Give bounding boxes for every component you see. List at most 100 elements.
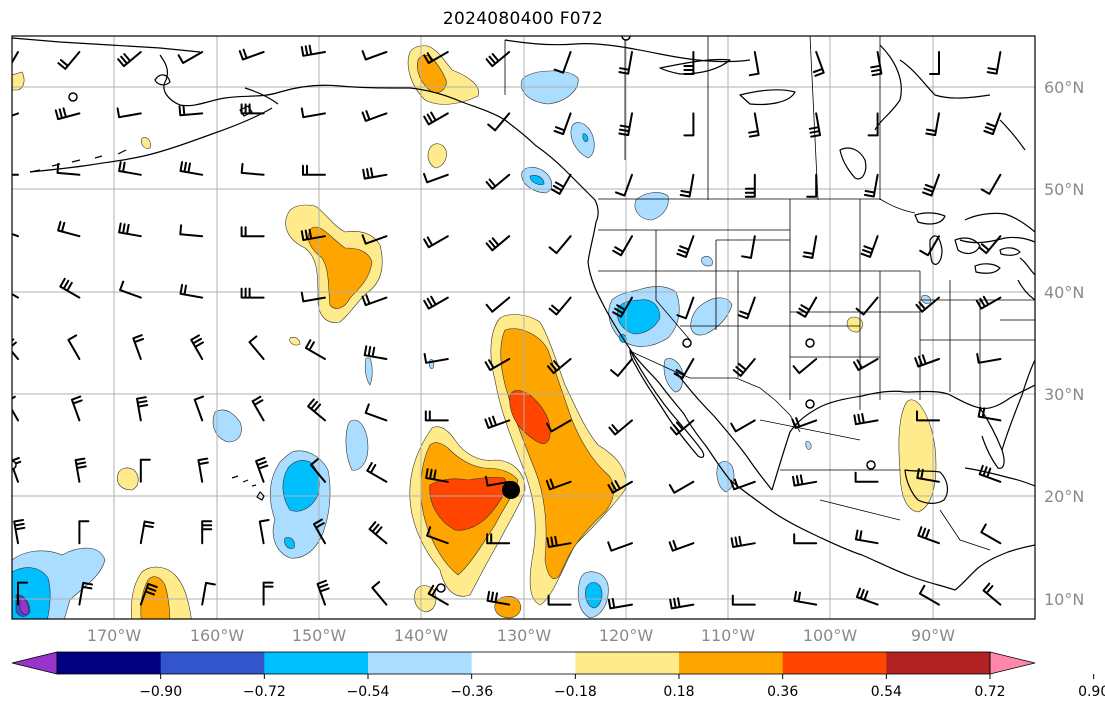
negative-anomaly-region xyxy=(582,133,589,142)
wind-barb xyxy=(853,413,879,426)
wind-barb xyxy=(179,283,204,299)
wind-barb xyxy=(915,296,940,313)
positive-anomaly-region xyxy=(141,137,151,149)
wind-barb xyxy=(70,395,83,422)
wind-barb xyxy=(424,410,449,422)
wind-barb xyxy=(485,235,511,252)
colorbar-tick-label: 0.72 xyxy=(974,684,1005,700)
wind-barb xyxy=(547,358,572,375)
wind-barb xyxy=(300,44,326,57)
lon-tick-label: 110°W xyxy=(701,626,756,645)
wind-barb xyxy=(240,287,265,299)
wind-barb xyxy=(793,533,818,545)
wind-barb xyxy=(978,464,1002,483)
negative-anomaly-region xyxy=(364,357,373,386)
wind-barb xyxy=(607,597,633,610)
wind-barb xyxy=(669,419,695,436)
colorbar-tick-label: −0.36 xyxy=(450,684,493,700)
wind-barb xyxy=(74,457,87,483)
wind-barb xyxy=(117,51,142,68)
wind-barb xyxy=(808,112,821,138)
colorbar-tick-label: −0.54 xyxy=(347,684,390,700)
wind-barb xyxy=(132,334,145,360)
wind-barb xyxy=(12,292,19,299)
wind-barb xyxy=(361,294,388,307)
lon-tick-label: 140°W xyxy=(394,626,449,645)
colorbar-tick-label: −0.90 xyxy=(139,684,182,700)
wind-barb xyxy=(546,419,572,433)
wind-barb xyxy=(17,581,28,606)
wind-barbs xyxy=(12,44,1002,610)
colorbar-tick-label: −0.18 xyxy=(554,684,597,700)
negative-anomaly-region xyxy=(570,122,595,159)
wind-barb xyxy=(802,235,818,259)
map-gridlines xyxy=(12,36,1035,619)
wind-barb xyxy=(193,395,205,422)
lat-labels: 10°N 20°N 30°N 40°N 50°N 60°N xyxy=(1044,78,1084,609)
wind-barb xyxy=(240,226,265,238)
wind-barb xyxy=(313,518,326,545)
colorbar-swatch xyxy=(886,652,991,674)
wind-barb xyxy=(919,235,940,257)
wind-barb xyxy=(197,457,209,483)
anomaly-fields xyxy=(12,45,937,619)
wind-barb xyxy=(307,398,326,422)
positive-anomaly-region xyxy=(308,226,373,309)
wind-barb xyxy=(731,594,756,606)
wind-barb xyxy=(550,173,572,195)
wind-barb xyxy=(982,582,1002,606)
wind-barb xyxy=(676,235,695,258)
positive-anomaly-region xyxy=(509,390,551,444)
negative-anomaly-region xyxy=(701,256,713,267)
colorbar: −0.90 −0.72 −0.54 −0.36 −0.18 0.18 0.36 0.54 0.7… xyxy=(11,651,1105,700)
wind-barb xyxy=(487,112,511,132)
lon-tick-label: 100°W xyxy=(803,626,858,645)
wind-barb xyxy=(118,222,142,238)
wind-barb xyxy=(615,173,633,197)
wind-barb xyxy=(300,107,326,119)
wind-barb xyxy=(925,112,940,137)
negative-anomaly-region xyxy=(284,537,295,549)
wind-barb xyxy=(853,358,879,371)
wind-barb xyxy=(548,296,572,316)
wind-barb xyxy=(607,541,633,552)
wind-barb xyxy=(683,112,695,137)
wind-barb xyxy=(855,587,879,606)
wind-barb xyxy=(119,280,142,299)
negative-anomaly-region xyxy=(282,460,320,512)
wind-barb xyxy=(67,334,81,360)
wind-barb xyxy=(179,161,204,176)
wind-barb xyxy=(361,110,388,122)
lon-labels: 170°W 160°W 150°W 140°W 130°W 120°W 110°… xyxy=(87,626,955,645)
wind-barb xyxy=(368,521,388,545)
wind-barb xyxy=(240,162,265,176)
wind-barb xyxy=(427,584,449,606)
wind-barb xyxy=(423,295,449,310)
wind-barb xyxy=(13,519,26,545)
lat-tick-label: 40°N xyxy=(1044,283,1084,302)
wind-barb xyxy=(548,235,572,255)
wind-barb xyxy=(423,172,449,184)
wind-barb xyxy=(485,51,511,68)
wind-barb xyxy=(748,51,760,77)
negative-anomaly-region xyxy=(921,295,931,304)
wind-barb xyxy=(860,235,879,258)
colorbar-swatch xyxy=(57,652,162,674)
positive-anomaly-region xyxy=(494,596,522,619)
wind-barb xyxy=(139,458,151,483)
wind-barb xyxy=(976,353,1002,364)
positive-anomaly-region xyxy=(117,467,139,491)
wind-barb xyxy=(201,581,216,606)
wind-barb xyxy=(917,526,940,545)
wind-barb xyxy=(668,480,695,494)
wind-barb xyxy=(676,296,695,320)
wind-barb xyxy=(683,51,695,75)
wind-barb xyxy=(300,291,326,303)
wind-barb xyxy=(262,581,274,606)
wind-barb xyxy=(855,296,879,316)
wind-barb xyxy=(791,417,818,429)
lon-tick-label: 120°W xyxy=(599,626,654,645)
wind-barb xyxy=(238,48,265,61)
figure-title: 2024080400 F072 xyxy=(442,9,604,29)
colorbar-tick-label: 0.90 xyxy=(1078,684,1105,700)
